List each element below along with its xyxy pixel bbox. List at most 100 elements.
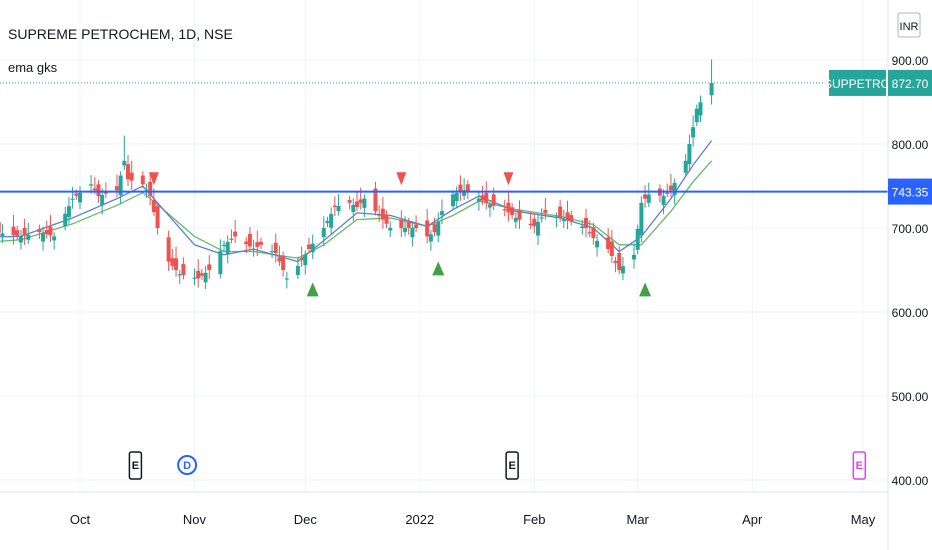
candle-body (709, 82, 714, 96)
candle-body (325, 221, 330, 223)
candle-body (620, 266, 625, 274)
candle-body (11, 226, 16, 236)
candle-body (218, 251, 223, 275)
candle-body (432, 224, 437, 233)
candle-body (362, 198, 367, 208)
candle-body (580, 226, 585, 228)
candle-body (192, 277, 197, 279)
candle-body (373, 188, 378, 212)
chart-grid (0, 0, 888, 492)
candle-body (606, 237, 611, 249)
indicator-label[interactable]: ema gks (8, 60, 58, 75)
candle-body (258, 241, 263, 245)
candle-body (281, 255, 286, 270)
candle-body (691, 127, 696, 138)
candle-body (513, 217, 518, 222)
candle-body (66, 206, 71, 218)
candle-body (196, 270, 201, 279)
currency-box (897, 12, 921, 38)
candle-body (517, 209, 522, 220)
last-price-badge-label: 872.70 (892, 77, 929, 91)
candle-body (174, 258, 179, 270)
candle-body (458, 184, 463, 192)
candle-body (683, 160, 688, 173)
candle-body (454, 193, 459, 202)
candle-body (18, 236, 23, 243)
candle-body (129, 172, 134, 181)
candle-body (384, 214, 389, 224)
candle-body (672, 182, 677, 196)
candle-body (273, 242, 278, 254)
candle-body (410, 228, 415, 238)
candle-body (26, 234, 31, 240)
x-tick-label: May (851, 512, 876, 527)
candle-body (177, 274, 182, 276)
last-price-badge (888, 69, 932, 96)
candle-body (558, 206, 563, 218)
candle-body (229, 238, 234, 240)
candle-body (222, 244, 227, 246)
x-tick-label: Apr (742, 512, 763, 527)
candles (0, 59, 714, 290)
sell-signal-triangle (396, 172, 407, 186)
candle-body (225, 242, 230, 255)
candle-body (643, 194, 648, 199)
horizontal-line-group (0, 82, 888, 193)
candle-body (451, 194, 456, 207)
symbol-title[interactable]: SUPREME PETROCHEM, 1D, NSE (8, 26, 233, 42)
candle-body (561, 219, 566, 222)
buy-signal-triangle (306, 282, 319, 297)
candle-body (583, 217, 588, 228)
candle-body (336, 205, 341, 212)
hline-price-badge-label: 743.35 (892, 186, 929, 200)
candle-body (270, 251, 275, 253)
candle-body (587, 232, 592, 234)
sell-signal-triangle (148, 172, 159, 186)
earnings-event-icon (505, 451, 519, 480)
dividend-event-icon (177, 455, 198, 475)
candle-body (425, 220, 430, 237)
earnings-event-icon (128, 451, 143, 480)
candle-body (255, 242, 260, 247)
candle-body (436, 221, 441, 236)
candle-body (199, 273, 204, 276)
candle-body (635, 228, 640, 250)
candle-body (303, 254, 308, 266)
candle-body (358, 199, 363, 203)
candle-body (687, 144, 692, 165)
y-tick-label: 800.00 (892, 138, 929, 152)
candle-body (126, 164, 131, 180)
hline-price-badge (888, 178, 932, 205)
price-badges: SUPPETRO 872.70 743.35 (824, 69, 932, 205)
buy-signal-triangle (432, 261, 445, 276)
candle-body (155, 206, 160, 228)
candle-body (15, 230, 20, 236)
candle-body (510, 207, 515, 216)
candle-body (480, 195, 485, 201)
candle-body (399, 219, 404, 228)
candle-body (698, 102, 703, 116)
x-tick-label: Feb (523, 512, 545, 527)
symbol-badge-label: SUPPETRO (824, 77, 890, 91)
candle-body (439, 211, 444, 215)
candle-body (78, 192, 82, 203)
candle-body (207, 264, 212, 270)
candle-body (388, 228, 393, 231)
candle-body (609, 241, 614, 256)
ema-lines (0, 140, 713, 263)
candle-body (277, 257, 282, 262)
candle-body (543, 209, 548, 213)
candle-body (491, 194, 496, 206)
candle-body (114, 186, 119, 191)
candle-body (122, 160, 127, 166)
candle-body (661, 196, 666, 205)
y-tick-label: 900.00 (892, 54, 929, 68)
candle-body (539, 217, 544, 219)
event-label: E (132, 460, 139, 472)
candle-body (22, 228, 27, 236)
candle-body (535, 221, 540, 236)
